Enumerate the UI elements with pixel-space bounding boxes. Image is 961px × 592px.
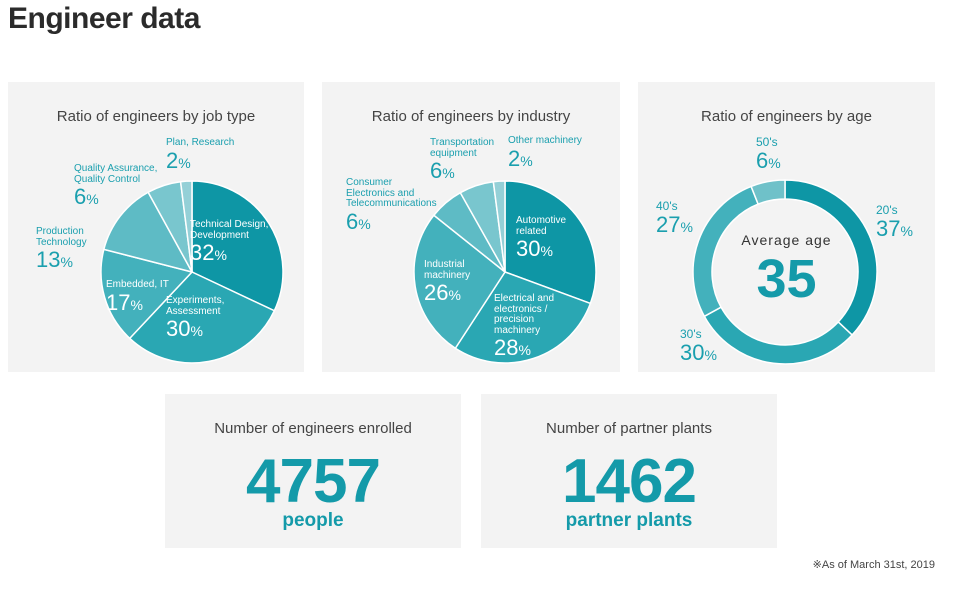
- pie-slice-other-machinery: [492, 180, 506, 273]
- page-title: Engineer data: [8, 2, 200, 35]
- slice-label-technical: Technical Design, Development 32%: [190, 219, 269, 265]
- stat-unit: partner plants: [565, 510, 693, 531]
- industry-chart-panel: Ratio of engineers by industry Transport…: [322, 82, 620, 372]
- job-type-pie-chart: [100, 180, 284, 364]
- chart-title: Ratio of engineers by industry: [371, 108, 571, 125]
- chart-title: Ratio of engineers by age: [701, 108, 872, 125]
- slice-label-embedded: Embedded, IT 17%: [106, 279, 169, 315]
- age-chart-panel: Ratio of engineers by age Average age 35…: [638, 82, 935, 372]
- age-donut-chart: [692, 179, 878, 365]
- average-age-label: Average age: [741, 232, 832, 248]
- pie-slice-industrial-machinery: [413, 214, 507, 350]
- stat-unit: people: [282, 510, 344, 531]
- pie-slice-technical-design-development: [191, 180, 284, 312]
- slice-label-plan-research: Plan, Research 2%: [166, 137, 235, 173]
- pie-slice-electrical-and-electronics-precision-machinery: [454, 271, 592, 364]
- job-type-chart-panel: Ratio of engineers by job type Plan, Res…: [8, 82, 304, 372]
- stat-value: 1462: [562, 447, 697, 516]
- slice-label-electrical: Electrical and electronics / precision m…: [494, 293, 555, 360]
- slice-label-production: Production Technology 13%: [36, 226, 87, 272]
- slice-label-consumer-electronics: Consumer Electronics and Telecommunicati…: [346, 177, 437, 234]
- average-age-value: 35: [756, 249, 817, 309]
- footnote: ※As of March 31st, 2019: [812, 559, 935, 571]
- slice-label-experiments: Experiments, Assessment 30%: [166, 295, 225, 341]
- slice-label-industrial: Industrial machinery 26%: [424, 259, 471, 305]
- industry-pie-chart: [413, 180, 597, 364]
- slice-label-other-machinery: Other machinery 2%: [508, 135, 582, 171]
- pie-slice-30-s: [703, 306, 854, 365]
- stat-title: Number of engineers enrolled: [214, 420, 412, 437]
- slice-label-20s: 20's 37%: [876, 203, 913, 241]
- slice-label-transportation: Transportation equipment 6%: [430, 137, 495, 183]
- pie-slice-automotive-related: [504, 180, 597, 305]
- pie-slice-experiments-assessment: [128, 271, 276, 364]
- slice-label-50s: 50's 6%: [756, 135, 781, 173]
- slice-label-automotive: Automotive related 30%: [516, 215, 567, 261]
- stat-value: 4757: [246, 447, 381, 516]
- pie-slice-plan-research: [179, 180, 193, 273]
- engineers-enrolled-panel: Number of engineers enrolled 4757 people: [165, 394, 461, 548]
- stat-title: Number of partner plants: [546, 420, 712, 437]
- partner-plants-panel: Number of partner plants 1462 partner pl…: [481, 394, 777, 548]
- pie-slice-embedded-it: [100, 248, 194, 340]
- slice-label-30s: 30's 30%: [680, 327, 717, 365]
- slice-label-40s: 40's 27%: [656, 199, 693, 237]
- chart-title: Ratio of engineers by job type: [56, 108, 256, 125]
- pie-slice-production-technology: [102, 191, 194, 274]
- pie-slice-50-s: [750, 179, 786, 206]
- slice-label-quality: Quality Assurance, Quality Control 6%: [74, 163, 158, 209]
